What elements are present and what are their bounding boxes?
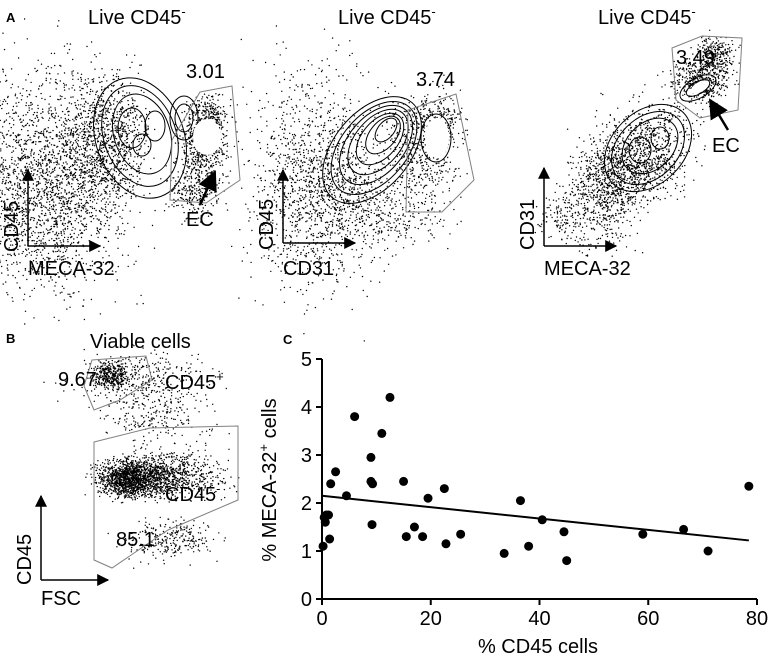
scatter-point	[350, 412, 360, 422]
plot-a3-x-label: MECA-32	[544, 258, 631, 280]
scatter-point	[679, 524, 689, 534]
plot-a1-arrow-label: EC	[186, 209, 214, 231]
y-tick-label: 2	[301, 493, 312, 515]
scatter-fit-line	[321, 494, 749, 542]
plot-b-title: Viable cells	[90, 331, 191, 353]
plot-a1-gate	[169, 85, 241, 204]
x-tick-label: 40	[528, 608, 550, 630]
scatter-point	[562, 556, 572, 566]
panel-a-letter: A	[6, 10, 16, 25]
scatter-point	[401, 532, 411, 542]
plot-a2-y-label: CD45	[256, 199, 278, 250]
scatter-point	[439, 484, 449, 494]
plot-b-y-label: CD45	[14, 534, 36, 585]
scatter-point	[456, 529, 466, 539]
scatter-point	[515, 496, 525, 506]
plot-a2-gate	[405, 93, 475, 213]
plot-a3-gate	[671, 35, 743, 119]
scatter-point	[368, 479, 378, 489]
panel-c-letter: C	[283, 332, 293, 347]
plot-b-gate1-value: 9.67	[58, 369, 97, 391]
scatter-point	[367, 520, 377, 530]
scatter-point	[744, 481, 754, 491]
flow-plot-a2: Live CD45- 3.74 CD45 CD31	[222, 4, 475, 342]
scatter-x-label: % CD45 cells	[478, 636, 598, 658]
scatter-point	[320, 517, 330, 527]
panel-b-letter: B	[6, 331, 15, 346]
plot-a3-arrow-label: EC	[712, 135, 740, 157]
plot-a1-arrow	[198, 170, 217, 206]
scatter-point	[377, 428, 387, 438]
scatter-point	[318, 541, 328, 551]
scatter-point	[325, 534, 335, 544]
plot-a3-title: Live CD45-	[598, 4, 696, 29]
plot-a2-gate-value: 3.74	[416, 69, 455, 91]
plot-b-x-label: FSC	[41, 588, 81, 610]
plot-a2-contours	[322, 96, 452, 204]
plot-a3-arrow	[708, 98, 730, 131]
plot-b-density	[43, 344, 240, 569]
plot-a3-contours	[603, 74, 717, 193]
plot-a3-hotspot	[690, 80, 710, 94]
y-tick-label: 4	[301, 397, 312, 419]
plot-a1-x-label: MECA-32	[28, 258, 115, 280]
scatter-point	[326, 479, 336, 489]
scatter-point	[441, 539, 451, 549]
plot-a2-density	[222, 25, 471, 342]
x-tick-label: 20	[420, 608, 442, 630]
flow-plot-a3: Live CD45- 3.49 EC CD31 MECA-32	[517, 4, 743, 280]
plot-b-gate2-label: CD45-	[165, 481, 220, 506]
scatter-point	[341, 491, 351, 501]
plot-b-gate2-value: 85.1	[116, 529, 155, 551]
plot-a1-title: Live CD45-	[88, 4, 186, 29]
scatter-point	[385, 392, 395, 402]
scatter-points	[318, 392, 754, 566]
plot-a1-y-label: CD45	[1, 201, 23, 252]
panel-c: C 0 1 2 3 4 5 0 20 40 60 80 % MECA-32+ cells % CD…	[256, 332, 768, 658]
x-tick-label: 80	[746, 608, 768, 630]
plot-a3-y-label: CD31	[517, 199, 539, 250]
flow-plot-a1: Live CD45- 3.01 EC CD45 MECA-32	[0, 4, 241, 325]
plot-a1-hotspot	[193, 119, 221, 155]
scatter-point	[418, 532, 428, 542]
plot-b-gate-cd45-neg	[93, 425, 239, 569]
x-tick-label: 0	[316, 608, 327, 630]
plot-a2-hotspot	[425, 118, 449, 158]
scatter-point	[324, 510, 334, 520]
plot-a1-contours	[93, 77, 199, 199]
scatter-point	[409, 522, 419, 532]
plot-b-gate-cd45-pos	[83, 355, 153, 411]
plot-a3-gate-value: 3.49	[676, 47, 715, 69]
scatter-point	[331, 467, 341, 477]
plot-a1-density	[0, 18, 240, 325]
scatter-point	[703, 546, 713, 556]
scatter-point	[499, 548, 509, 558]
scatter-point	[423, 493, 433, 503]
plot-a1-gate-value: 3.01	[186, 61, 225, 83]
scatter-point	[537, 515, 547, 525]
scatter-y-ticks: 0 1 2 3 4 5	[301, 349, 322, 611]
y-tick-label: 5	[301, 349, 312, 371]
plot-b-gate1-label: CD45+	[165, 369, 224, 394]
scatter-point	[366, 452, 376, 462]
scatter-point	[524, 541, 534, 551]
scatter-point	[638, 529, 648, 539]
plot-a3-density	[534, 29, 741, 269]
panel-b: B Viable cells 9.67 CD45+ CD45- 85.1 CD4…	[6, 331, 240, 610]
y-tick-label: 0	[301, 589, 312, 611]
y-tick-label: 1	[301, 541, 312, 563]
plot-a2-x-label: CD31	[283, 258, 334, 280]
scatter-x-ticks: 0 20 40 60 80	[316, 599, 768, 630]
panel-a: A Live CD45- 3.01 EC CD45 MECA-	[0, 4, 743, 342]
y-tick-label: 3	[301, 445, 312, 467]
plot-a2-title: Live CD45-	[338, 4, 436, 29]
scatter-point	[559, 527, 569, 537]
x-tick-label: 60	[637, 608, 659, 630]
scatter-y-label: % MECA-32+ cells	[256, 398, 281, 561]
scatter-point	[399, 476, 409, 486]
